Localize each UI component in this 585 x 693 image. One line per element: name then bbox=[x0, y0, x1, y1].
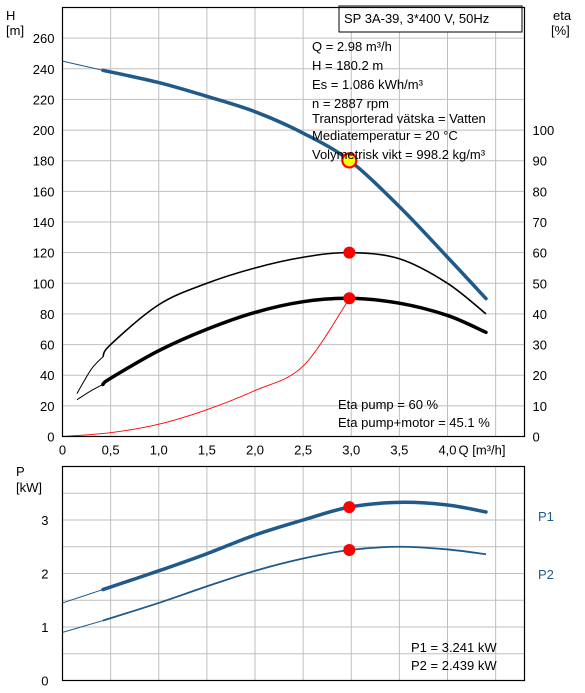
eta-axis-label: eta bbox=[553, 8, 572, 23]
x-tick-label: 0,5 bbox=[102, 443, 120, 458]
p1-operating-point bbox=[343, 501, 356, 514]
top-plot-frame bbox=[61, 6, 526, 438]
p-tick-label: 0 bbox=[41, 674, 48, 689]
power-info: P1 = 3.241 kW P2 = 2.439 kW bbox=[411, 640, 497, 673]
p-tick-label: 3 bbox=[41, 513, 48, 528]
info-line: Transporterad vätska = Vatten bbox=[312, 111, 486, 126]
y-tick-label: 220 bbox=[33, 92, 55, 107]
y2-tick-label: 90 bbox=[533, 154, 547, 169]
y-tick-label: 160 bbox=[33, 184, 55, 199]
y2-tick-label: 40 bbox=[533, 307, 547, 322]
p1-curve bbox=[101, 500, 488, 592]
y-tick-label: 120 bbox=[33, 246, 55, 261]
p-axis-unit: [kW] bbox=[16, 480, 42, 495]
y2-tick-label: 100 bbox=[533, 123, 555, 138]
y2-tick-label: 10 bbox=[533, 399, 547, 414]
eta-axis-unit: [%] bbox=[551, 23, 570, 38]
info-block: Q = 2.98 m³/h H = 180.2 m Es = 1.086 kWh… bbox=[312, 39, 486, 162]
y2-tick-label: 60 bbox=[533, 246, 547, 261]
x-tick-label: 0 bbox=[59, 443, 66, 458]
p2-curve bbox=[102, 545, 487, 622]
x-tick-label: 1,0 bbox=[150, 443, 168, 458]
y2-tick-label: 80 bbox=[533, 184, 547, 199]
top-tick-labels: 0204060801001201401601802002202402600102… bbox=[33, 31, 554, 457]
y-tick-label: 80 bbox=[40, 307, 54, 322]
eta-pump-curve bbox=[102, 251, 487, 358]
eta-pump-text: Eta pump = 60 % bbox=[338, 397, 439, 412]
h-axis-unit: [m] bbox=[6, 23, 24, 38]
x-tick-label: 4,0 bbox=[438, 443, 456, 458]
info-line: Mediatemperatur = 20 °C bbox=[312, 128, 458, 143]
info-line: Volymetrisk vikt = 998.2 kg/m³ bbox=[312, 147, 486, 162]
p1-value-text: P1 = 3.241 kW bbox=[411, 640, 497, 655]
eta-pump-operating-point bbox=[343, 246, 356, 259]
p1-series-label: P1 bbox=[538, 509, 554, 524]
x-tick-label: 3,0 bbox=[342, 443, 360, 458]
top-curves bbox=[62, 60, 488, 437]
y2-tick-label: 50 bbox=[533, 276, 547, 291]
y-tick-label: 100 bbox=[33, 276, 55, 291]
title-text: SP 3A-39, 3*400 V, 50Hz bbox=[344, 11, 489, 26]
h-curve-extension bbox=[62, 60, 104, 71]
info-line: Q = 2.98 m³/h bbox=[312, 39, 392, 54]
y-tick-label: 240 bbox=[33, 62, 55, 77]
eta-pump-motor-text: Eta pump+motor = 45.1 % bbox=[338, 415, 490, 430]
top-grid bbox=[62, 7, 525, 437]
system-curve bbox=[62, 298, 350, 437]
y-tick-label: 60 bbox=[40, 338, 54, 353]
y2-tick-label: 30 bbox=[533, 338, 547, 353]
bottom-curves bbox=[62, 500, 488, 633]
p2-series-label: P2 bbox=[538, 567, 554, 582]
title-box bbox=[338, 5, 523, 33]
bottom-tick-labels: 0 1 2 3 bbox=[41, 513, 48, 689]
eta-pump-curve-extension bbox=[76, 356, 104, 394]
info-line: H = 180.2 m bbox=[312, 58, 383, 73]
y-tick-label: 200 bbox=[33, 123, 55, 138]
p-tick-label: 1 bbox=[41, 620, 48, 635]
h-axis-label: H bbox=[6, 8, 15, 23]
y2-tick-label: 70 bbox=[533, 215, 547, 230]
p1-curve-extension bbox=[62, 589, 104, 604]
eta-motor-curve bbox=[101, 296, 488, 387]
p2-operating-point bbox=[343, 544, 356, 557]
eta-motor-curve-extension bbox=[76, 383, 104, 401]
y-tick-label: 40 bbox=[40, 368, 54, 383]
y2-tick-label: 20 bbox=[533, 368, 547, 383]
p2-value-text: P2 = 2.439 kW bbox=[411, 658, 497, 673]
info-line: Es = 1.086 kWh/m³ bbox=[312, 77, 424, 92]
p-tick-label: 2 bbox=[41, 567, 48, 582]
duty-point-marker bbox=[341, 152, 358, 169]
h-curve bbox=[101, 68, 488, 301]
y-tick-label: 0 bbox=[47, 430, 54, 445]
eta-motor-operating-point bbox=[343, 292, 356, 305]
x-tick-label: 1,5 bbox=[198, 443, 216, 458]
p2-curve-extension bbox=[62, 620, 104, 633]
y-tick-label: 180 bbox=[33, 154, 55, 169]
x-tick-label: 3,5 bbox=[390, 443, 408, 458]
x-tick-label: 2,5 bbox=[294, 443, 312, 458]
y-tick-label: 140 bbox=[33, 215, 55, 230]
y-tick-label: 260 bbox=[33, 31, 55, 46]
x-tick-label: 2,0 bbox=[246, 443, 264, 458]
x-axis-label: Q [m³/h] bbox=[459, 443, 506, 458]
eta-info: Eta pump = 60 % Eta pump+motor = 45.1 % bbox=[338, 397, 490, 430]
info-line: n = 2887 rpm bbox=[312, 96, 389, 111]
bottom-plot-frame bbox=[61, 465, 526, 682]
y2-tick-label: 0 bbox=[533, 430, 540, 445]
p-axis-label: P bbox=[16, 464, 25, 479]
y-tick-label: 20 bbox=[40, 399, 54, 414]
